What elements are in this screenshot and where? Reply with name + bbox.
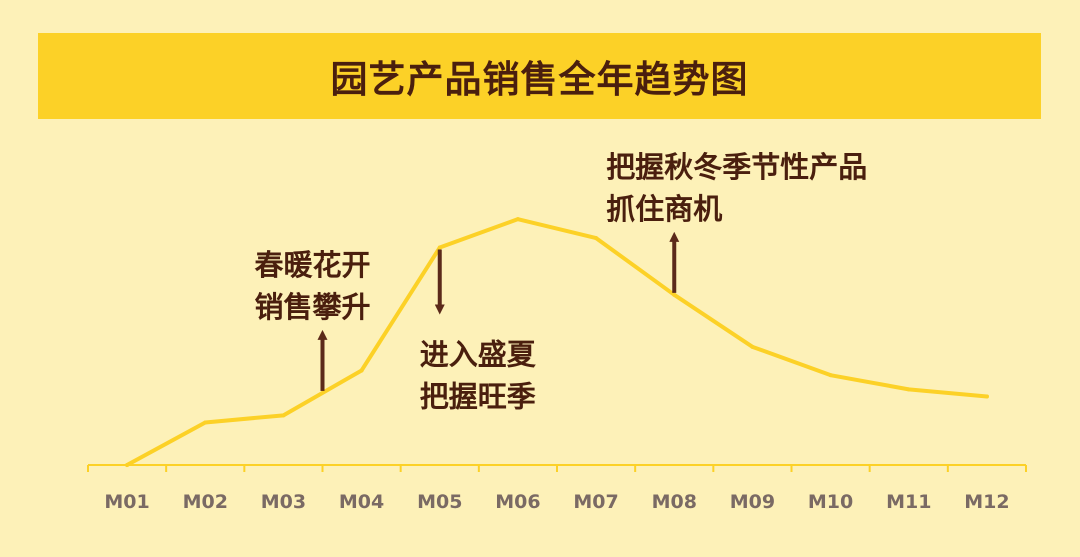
x-tick-label: M07 bbox=[573, 491, 618, 513]
data-point bbox=[984, 394, 989, 399]
x-tick-label: M03 bbox=[261, 491, 306, 513]
x-tick-label: M02 bbox=[183, 491, 228, 513]
data-point bbox=[437, 245, 442, 250]
annotation-text: 抓住商机 bbox=[606, 192, 722, 226]
data-point bbox=[594, 236, 599, 241]
data-point bbox=[906, 387, 911, 392]
x-tick-label: M11 bbox=[886, 491, 931, 513]
x-tick-label: M08 bbox=[652, 491, 697, 513]
data-point bbox=[750, 344, 755, 349]
data-point bbox=[359, 368, 364, 373]
annotation-text: 春暖花开 bbox=[255, 248, 371, 282]
annotation-text: 把握秋冬季节性产品 bbox=[606, 150, 867, 184]
data-point bbox=[281, 413, 286, 418]
annotation-text: 进入盛夏 bbox=[420, 338, 537, 372]
annotation-text: 销售攀升 bbox=[255, 290, 371, 324]
chart-title: 园艺产品销售全年趋势图 bbox=[330, 58, 749, 101]
x-tick-label: M05 bbox=[417, 491, 462, 513]
data-point bbox=[672, 292, 677, 297]
x-tick-label: M09 bbox=[730, 491, 775, 513]
data-point bbox=[515, 217, 520, 222]
x-tick-label: M04 bbox=[339, 491, 384, 513]
annotation-text: 把握旺季 bbox=[420, 380, 536, 414]
data-point bbox=[125, 463, 130, 467]
x-axis: M01 M02 M03 M04 M05 M06 M07 M08 M09 M10 M11 M12 bbox=[87, 464, 1027, 513]
series-line bbox=[125, 217, 989, 467]
x-tick-label: M06 bbox=[495, 491, 540, 513]
title-banner: 园艺产品销售全年趋势图 bbox=[38, 33, 1041, 119]
data-point bbox=[203, 420, 208, 425]
x-tick-label: M12 bbox=[964, 491, 1009, 513]
x-tick-label: M01 bbox=[104, 491, 149, 513]
series-layer bbox=[125, 217, 989, 467]
x-tick-label: M10 bbox=[808, 491, 853, 513]
data-point bbox=[828, 373, 833, 378]
